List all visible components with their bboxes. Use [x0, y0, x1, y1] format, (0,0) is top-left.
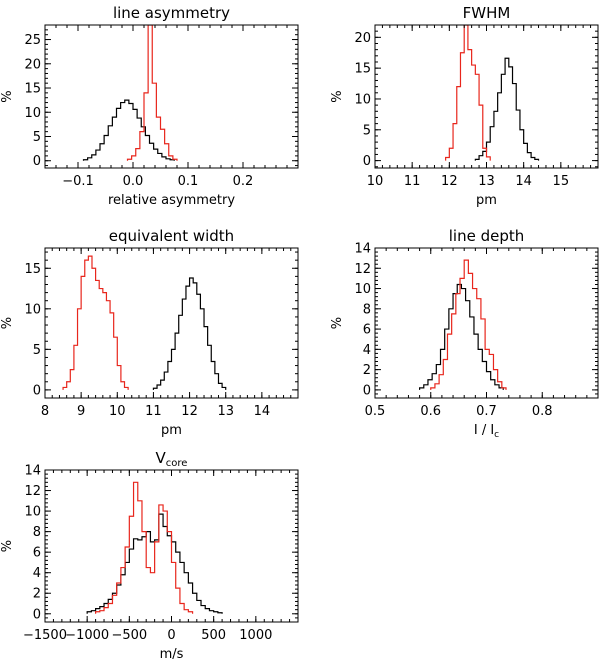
y-tick-label: 15: [24, 82, 41, 97]
y-tick-label: 10: [24, 106, 41, 121]
y-tick-label: 8: [33, 525, 41, 540]
x-tick-label: 0.7: [476, 404, 497, 419]
x-tick-label: 14: [254, 404, 271, 419]
panel-v-core: Vcore m/s % −1500−1000 −500 0 500 1000 0 2 4 6 8 1…: [0, 449, 299, 662]
panel-title-subscript: core: [166, 458, 188, 469]
y-tick-label: 4: [33, 566, 41, 581]
y-tick-label: 20: [24, 57, 41, 72]
y-tick-label: 2: [33, 587, 41, 602]
panel-title: line asymmetry: [113, 4, 230, 22]
x-tick-label: −500: [111, 628, 147, 643]
y-tick-label: 0: [33, 607, 41, 622]
series-red: [62, 255, 129, 390]
x-tick-label: 0.5: [365, 404, 386, 419]
x-axis-label: pm: [161, 423, 182, 438]
x-tick-label: 8: [41, 404, 49, 419]
y-tick-label: 10: [24, 302, 41, 317]
x-tick-label: −1000: [65, 628, 109, 643]
plot-frame: [44, 24, 299, 169]
y-tick-label: 0: [33, 154, 41, 169]
x-tick-label: 500: [201, 628, 226, 643]
y-tick-label: 12: [354, 262, 371, 277]
panel-title: Vcore: [156, 449, 188, 469]
x-tick-label: 10: [109, 404, 126, 419]
y-tick-label: 20: [354, 31, 371, 46]
x-tick-label: 11: [145, 404, 162, 419]
x-axis-label-subscript: c: [494, 430, 499, 440]
x-tick-label: 0.0: [123, 174, 144, 189]
y-axis-label: %: [0, 317, 15, 329]
x-axis-label: m/s: [160, 647, 184, 662]
series-black: [82, 99, 175, 161]
x-tick-label: 13: [478, 174, 495, 189]
y-tick-label: 10: [354, 92, 371, 107]
x-tick-label: 0.6: [420, 404, 441, 419]
panel-fwhm: FWHM pm % 10 11 12 13 14 15 0 5 10 15 20: [330, 4, 599, 208]
plot-frame: [374, 247, 599, 399]
plot-frame: [44, 247, 299, 399]
y-axis-label: %: [330, 90, 345, 102]
y-axis-label: %: [330, 317, 345, 329]
y-tick-label: 12: [24, 484, 41, 499]
y-tick-label: 5: [33, 343, 41, 358]
x-tick-label: 1000: [239, 628, 272, 643]
x-tick-label: 14: [515, 174, 532, 189]
y-axis-label: %: [0, 540, 15, 552]
x-axis-label: pm: [476, 193, 497, 208]
y-tick-label: 5: [33, 130, 41, 145]
x-axis-label: I / Ic: [474, 423, 499, 440]
y-tick-label: 10: [354, 282, 371, 297]
y-tick-label: 4: [363, 343, 371, 358]
x-tick-label: 11: [404, 174, 421, 189]
y-axis-label: %: [0, 90, 15, 102]
series-black: [474, 57, 540, 161]
x-tick-label: 0: [167, 628, 175, 643]
x-tick-label: 12: [181, 404, 198, 419]
y-tick-label: 0: [363, 154, 371, 169]
y-tick-label: 2: [363, 363, 371, 378]
panel-line-asymmetry: line asymmetry relative asymmetry % −0.1…: [0, 4, 299, 208]
panel-title-main: V: [156, 449, 167, 467]
series-black: [419, 283, 504, 390]
panel-title: FWHM: [463, 4, 511, 22]
y-tick-label: 6: [33, 546, 41, 561]
series-red: [445, 25, 491, 161]
x-tick-label: 0.8: [532, 404, 553, 419]
x-tick-label: 12: [441, 174, 458, 189]
x-tick-label: −1500: [23, 628, 67, 643]
y-tick-label: 6: [363, 323, 371, 338]
x-tick-label: 10: [367, 174, 384, 189]
x-axis-label-main: I / I: [474, 423, 494, 438]
series-red: [126, 25, 178, 161]
y-tick-label: 14: [24, 464, 41, 479]
x-axis-label: relative asymmetry: [108, 193, 235, 208]
y-tick-label: 8: [363, 302, 371, 317]
series-red: [95, 481, 194, 614]
y-tick-label: 0: [33, 383, 41, 398]
y-tick-label: 5: [363, 123, 371, 138]
y-tick-label: 10: [24, 505, 41, 520]
panel-line-depth: line depth I / Ic % 0.5 0.6 0.7 0.8 0 2 4 6 8 10 1…: [330, 227, 599, 440]
x-tick-label: −0.1: [62, 174, 94, 189]
y-tick-label: 14: [354, 242, 371, 257]
x-tick-label: 0.2: [233, 174, 254, 189]
series-black: [86, 513, 223, 614]
series-black: [152, 277, 227, 390]
y-tick-label: 0: [363, 383, 371, 398]
x-tick-label: 13: [217, 404, 234, 419]
x-tick-label: 15: [553, 174, 570, 189]
y-tick-label: 15: [24, 262, 41, 277]
panel-title: line depth: [449, 227, 525, 245]
y-tick-label: 15: [354, 62, 371, 77]
x-tick-label: 9: [77, 404, 85, 419]
panel-equivalent-width: equivalent width pm % 8 9 10 11 12 13 14 0 5 10 15: [0, 227, 299, 438]
panel-title: equivalent width: [109, 227, 234, 245]
series-red: [430, 259, 507, 390]
x-tick-label: 0.1: [178, 174, 199, 189]
y-tick-label: 25: [24, 33, 41, 48]
